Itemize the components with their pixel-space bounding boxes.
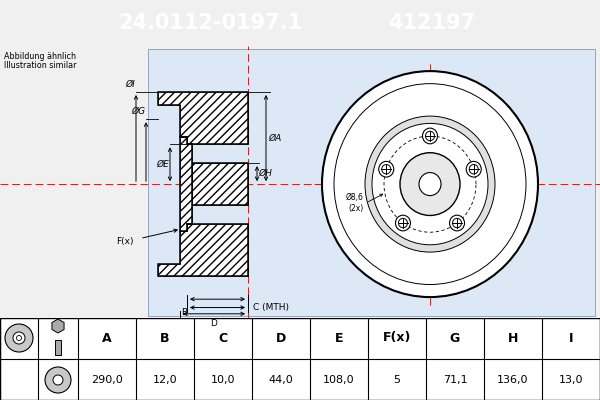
Text: Illustration similar: Illustration similar (4, 61, 77, 70)
Text: ØH: ØH (258, 169, 272, 178)
Circle shape (379, 161, 394, 177)
Circle shape (469, 164, 478, 174)
Text: B: B (181, 308, 187, 316)
Text: Abbildung ähnlich: Abbildung ähnlich (4, 52, 76, 61)
Circle shape (5, 324, 33, 352)
Circle shape (53, 375, 63, 385)
Text: E: E (335, 332, 343, 344)
Circle shape (365, 116, 495, 252)
Text: ØG: ØG (131, 107, 145, 116)
Text: F(x): F(x) (116, 237, 134, 246)
Circle shape (334, 84, 526, 284)
Circle shape (419, 172, 441, 196)
Polygon shape (52, 319, 64, 333)
Text: ØE: ØE (156, 160, 169, 169)
Text: 412197: 412197 (388, 13, 476, 33)
Text: F(x): F(x) (383, 332, 411, 344)
Circle shape (17, 336, 22, 340)
Circle shape (382, 164, 391, 174)
Text: H: H (508, 332, 518, 344)
Circle shape (395, 215, 410, 231)
Text: 108,0: 108,0 (323, 375, 355, 385)
Circle shape (45, 367, 71, 393)
Circle shape (322, 71, 538, 297)
Bar (55, 340, 61, 355)
Text: C (MTH): C (MTH) (253, 303, 289, 312)
Text: 44,0: 44,0 (269, 375, 293, 385)
Text: I: I (569, 332, 573, 344)
Text: ØI: ØI (125, 80, 135, 89)
Text: A: A (102, 332, 112, 344)
Circle shape (372, 124, 488, 245)
Text: D: D (211, 319, 217, 328)
Text: 12,0: 12,0 (152, 375, 178, 385)
Text: Ø8,6
(2x): Ø8,6 (2x) (346, 193, 364, 213)
Text: 10,0: 10,0 (211, 375, 235, 385)
Circle shape (400, 153, 460, 216)
Circle shape (449, 215, 464, 231)
Text: 290,0: 290,0 (91, 375, 123, 385)
Text: 24.0112-0197.1: 24.0112-0197.1 (118, 13, 302, 33)
Bar (148, 49, 595, 316)
Circle shape (422, 128, 437, 144)
Text: G: G (450, 332, 460, 344)
Circle shape (425, 131, 434, 141)
Polygon shape (192, 163, 248, 205)
Circle shape (466, 161, 481, 177)
Text: 71,1: 71,1 (443, 375, 467, 385)
Circle shape (13, 332, 25, 344)
Text: Ate: Ate (411, 125, 479, 159)
Text: ØA: ØA (268, 134, 281, 142)
Circle shape (398, 218, 407, 228)
Polygon shape (158, 92, 248, 144)
Text: ®: ® (464, 153, 476, 163)
Text: 136,0: 136,0 (497, 375, 529, 385)
Circle shape (452, 218, 461, 228)
Text: B: B (160, 332, 170, 344)
Polygon shape (180, 137, 192, 231)
Polygon shape (158, 224, 248, 276)
Text: 13,0: 13,0 (559, 375, 583, 385)
Text: 5: 5 (394, 375, 401, 385)
Text: C: C (218, 332, 227, 344)
Text: D: D (276, 332, 286, 344)
